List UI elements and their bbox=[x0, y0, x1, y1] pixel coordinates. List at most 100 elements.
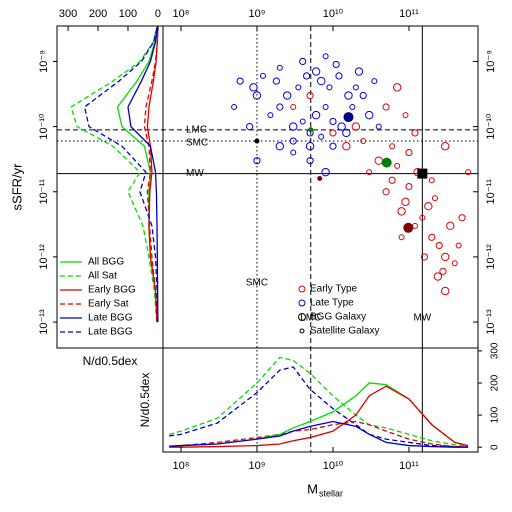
point bbox=[322, 103, 329, 110]
point bbox=[392, 83, 402, 92]
x-tick-label: 10⁸ bbox=[173, 8, 190, 20]
point bbox=[439, 267, 447, 275]
point bbox=[342, 142, 351, 151]
point bbox=[329, 129, 337, 137]
point bbox=[374, 156, 383, 165]
point bbox=[337, 122, 346, 131]
point bbox=[433, 272, 443, 281]
x-tick-label: 10¹¹ bbox=[399, 460, 419, 472]
point bbox=[465, 169, 472, 176]
y-tick-label: 10⁻¹¹ bbox=[38, 179, 50, 205]
x-tick-label: 10¹¹ bbox=[399, 8, 419, 20]
point bbox=[352, 84, 359, 91]
point bbox=[231, 103, 238, 110]
reference-label: MW bbox=[413, 313, 431, 324]
highlight-point bbox=[254, 138, 260, 144]
point bbox=[306, 157, 314, 165]
point bbox=[275, 142, 285, 151]
point bbox=[252, 91, 262, 100]
point bbox=[455, 242, 462, 249]
point bbox=[276, 64, 283, 71]
point bbox=[365, 110, 374, 120]
series-line bbox=[169, 420, 469, 448]
legend-marker bbox=[298, 285, 306, 293]
y-tick-label: 10⁻¹² bbox=[485, 244, 497, 270]
legend-label: Late BGG bbox=[88, 327, 133, 338]
point bbox=[246, 123, 254, 131]
point bbox=[394, 162, 401, 169]
series-line bbox=[83, 25, 159, 323]
point bbox=[318, 133, 325, 140]
point bbox=[316, 76, 326, 86]
y-tick-label: 300 bbox=[490, 342, 501, 359]
point bbox=[276, 103, 284, 111]
point bbox=[375, 123, 382, 130]
x-tick-label: 10¹⁰ bbox=[323, 8, 344, 20]
point bbox=[289, 137, 297, 145]
x-tick-label: 200 bbox=[89, 8, 107, 20]
y-tick-label: 10⁻⁹ bbox=[38, 50, 50, 73]
series-line bbox=[169, 356, 469, 447]
legend-marker bbox=[298, 299, 306, 307]
point bbox=[299, 118, 306, 125]
point bbox=[397, 207, 406, 216]
x-tick-label: 0 bbox=[155, 8, 161, 20]
legend-label: Early BGG bbox=[88, 285, 136, 296]
point bbox=[411, 129, 419, 137]
point bbox=[289, 122, 298, 131]
point bbox=[236, 77, 244, 85]
x-tick-label: 300 bbox=[59, 8, 77, 20]
legend-label: All BGG bbox=[88, 257, 124, 268]
point bbox=[259, 72, 266, 79]
legend-label: Late Type bbox=[310, 298, 354, 309]
point bbox=[295, 84, 302, 91]
x-tick-label: 10⁸ bbox=[173, 460, 190, 472]
legend-label: Early Type bbox=[310, 284, 357, 295]
legend-label: All Sat bbox=[88, 271, 117, 282]
y-tick-label: 10⁻¹³ bbox=[38, 309, 50, 335]
x-axis-label: M bbox=[307, 481, 318, 496]
point bbox=[344, 91, 353, 100]
point bbox=[441, 142, 450, 151]
y-axis-label: sSFR/yr bbox=[9, 163, 24, 211]
point bbox=[299, 57, 307, 66]
legend-label: Satellite Galaxy bbox=[310, 326, 379, 337]
y-tick-label: 10⁻⁹ bbox=[485, 50, 497, 73]
series-line bbox=[169, 366, 469, 448]
y-tick-label: 100 bbox=[490, 406, 501, 423]
highlight-point bbox=[308, 127, 314, 133]
series-line bbox=[169, 420, 469, 448]
series-line bbox=[70, 25, 158, 323]
point bbox=[388, 176, 396, 184]
legend-label: Late BGG bbox=[88, 313, 133, 324]
point bbox=[329, 117, 337, 126]
point bbox=[458, 214, 466, 222]
point bbox=[306, 91, 314, 100]
y-tick-label: 10⁻¹⁰ bbox=[485, 113, 497, 140]
side-x-label: N/d0.5dex bbox=[83, 354, 138, 368]
y-tick-label: 10⁻¹¹ bbox=[485, 179, 497, 205]
highlight-point bbox=[343, 112, 354, 123]
point bbox=[435, 241, 443, 250]
reference-label: SMC bbox=[186, 138, 208, 149]
x-tick-label: 10⁹ bbox=[248, 8, 265, 20]
point bbox=[420, 253, 429, 261]
point bbox=[253, 157, 261, 165]
point bbox=[382, 103, 390, 111]
point bbox=[349, 103, 356, 110]
bottom-frame bbox=[162, 347, 479, 453]
point bbox=[446, 221, 455, 231]
point bbox=[405, 183, 413, 191]
point bbox=[354, 67, 364, 76]
point bbox=[441, 286, 450, 296]
point bbox=[249, 83, 258, 92]
point bbox=[405, 148, 413, 157]
y-tick-label: 10⁻¹⁰ bbox=[38, 113, 50, 140]
point bbox=[305, 142, 315, 151]
reference-label: LMC bbox=[300, 313, 321, 324]
highlight-point bbox=[381, 157, 392, 168]
point bbox=[283, 91, 292, 100]
point bbox=[335, 72, 343, 80]
series-line bbox=[127, 25, 159, 323]
